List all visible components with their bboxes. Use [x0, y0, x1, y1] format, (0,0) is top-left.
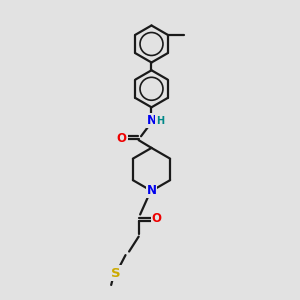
Text: N: N [146, 114, 157, 127]
Text: N: N [146, 184, 157, 197]
Text: S: S [111, 266, 121, 280]
Text: H: H [156, 116, 164, 126]
Text: O: O [152, 212, 162, 225]
Text: O: O [117, 132, 127, 145]
